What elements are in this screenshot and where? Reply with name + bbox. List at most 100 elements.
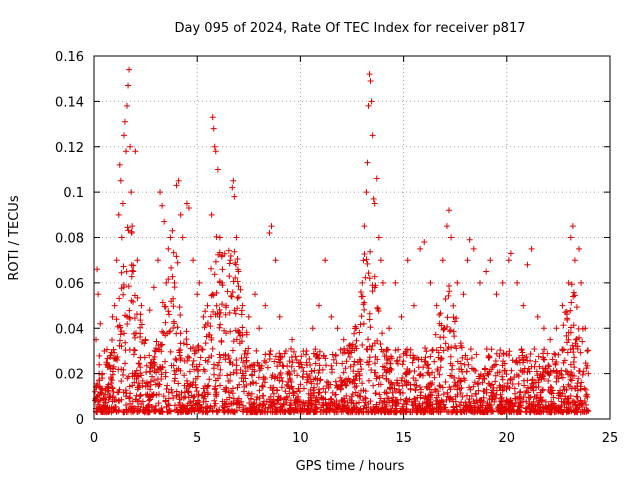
dense-data-point xyxy=(240,359,247,366)
dense-data-point xyxy=(365,361,372,368)
dense-data-point xyxy=(524,404,531,411)
dense-data-point xyxy=(210,371,217,378)
dense-data-point xyxy=(343,404,350,411)
data-point xyxy=(466,236,473,243)
data-point xyxy=(272,257,279,264)
dense-data-point xyxy=(442,296,449,303)
dense-data-point xyxy=(240,378,247,385)
dense-data-point xyxy=(392,388,399,395)
dense-data-point xyxy=(259,382,266,389)
dense-data-point xyxy=(425,361,432,368)
dense-data-point xyxy=(348,407,355,414)
dense-data-point xyxy=(567,393,574,400)
dense-data-point xyxy=(202,340,209,347)
dense-data-point xyxy=(328,396,335,403)
dense-data-point xyxy=(563,332,570,339)
dense-data-point xyxy=(223,330,230,337)
dense-data-point xyxy=(216,306,223,313)
data-point xyxy=(565,279,572,286)
dense-data-point xyxy=(156,366,163,373)
dense-data-point xyxy=(579,338,586,345)
dense-data-point xyxy=(137,354,144,361)
dense-data-point xyxy=(584,347,591,354)
dense-data-point xyxy=(442,340,449,347)
dense-data-point xyxy=(452,393,459,400)
dense-data-point xyxy=(212,400,219,407)
dense-data-point xyxy=(493,391,500,398)
dense-data-point xyxy=(504,397,511,404)
dense-data-point xyxy=(307,392,314,399)
dense-data-point xyxy=(360,320,367,327)
dense-data-point xyxy=(458,399,465,406)
dense-data-point xyxy=(254,393,261,400)
dense-data-point xyxy=(424,403,431,410)
dense-data-point xyxy=(203,333,210,340)
dense-data-point xyxy=(228,293,235,300)
data-point xyxy=(404,257,411,264)
dense-data-point xyxy=(526,400,533,407)
data-point xyxy=(448,234,455,241)
dense-data-point xyxy=(482,404,489,411)
dense-data-point xyxy=(358,293,365,300)
dense-data-point xyxy=(503,371,510,378)
data-point xyxy=(361,223,368,230)
dense-data-point xyxy=(389,389,396,396)
dense-data-point xyxy=(356,356,363,363)
dense-data-point xyxy=(445,393,452,400)
dense-data-point xyxy=(463,392,470,399)
dense-data-point xyxy=(150,391,157,398)
dense-data-point xyxy=(268,402,275,409)
dense-data-point xyxy=(353,373,360,380)
dense-data-point xyxy=(366,343,373,350)
dense-data-point xyxy=(215,251,222,258)
dense-data-point xyxy=(558,402,565,409)
y-tick-label: 0.06 xyxy=(55,277,84,292)
dense-data-point xyxy=(217,382,224,389)
dense-data-point xyxy=(144,379,151,386)
dense-data-point xyxy=(234,305,241,312)
dense-data-point xyxy=(236,329,243,336)
dense-data-point xyxy=(517,395,524,402)
dense-data-point xyxy=(279,362,286,369)
dense-data-point xyxy=(308,397,315,404)
dense-data-point xyxy=(159,341,166,348)
dense-data-point xyxy=(372,390,379,397)
dense-data-point xyxy=(419,405,426,412)
dense-data-point xyxy=(231,248,238,255)
dense-data-point xyxy=(218,338,225,345)
data-point xyxy=(334,325,341,332)
dense-data-point xyxy=(304,405,311,412)
dense-data-point xyxy=(201,368,208,375)
dense-data-point xyxy=(348,397,355,404)
data-point xyxy=(289,336,296,343)
dense-data-point xyxy=(559,374,566,381)
dense-data-point xyxy=(210,308,217,315)
dense-data-point xyxy=(238,307,245,314)
data-point xyxy=(460,291,467,298)
dense-data-point xyxy=(457,360,464,367)
dense-data-point xyxy=(463,368,470,375)
dense-data-point xyxy=(551,350,558,357)
dense-data-point xyxy=(136,393,143,400)
x-tick-label: 20 xyxy=(499,431,516,446)
dense-data-point xyxy=(536,401,543,408)
dense-data-point xyxy=(506,352,513,359)
dense-data-point xyxy=(231,408,238,415)
dense-data-point xyxy=(166,311,173,318)
dense-data-point xyxy=(379,372,386,379)
data-point xyxy=(154,257,161,264)
dense-data-point xyxy=(147,378,154,385)
x-tick-label: 10 xyxy=(292,431,309,446)
dense-data-point xyxy=(516,399,523,406)
dense-data-point xyxy=(545,386,552,393)
dense-data-point xyxy=(278,384,285,391)
dense-data-point xyxy=(535,379,542,386)
dense-data-point xyxy=(126,307,133,314)
dense-data-point xyxy=(579,371,586,378)
dense-data-point xyxy=(138,401,145,408)
dense-data-point xyxy=(372,353,379,360)
dense-data-point xyxy=(350,368,357,375)
dense-data-point xyxy=(375,408,382,415)
data-point xyxy=(161,218,168,225)
dense-data-point xyxy=(96,352,103,359)
